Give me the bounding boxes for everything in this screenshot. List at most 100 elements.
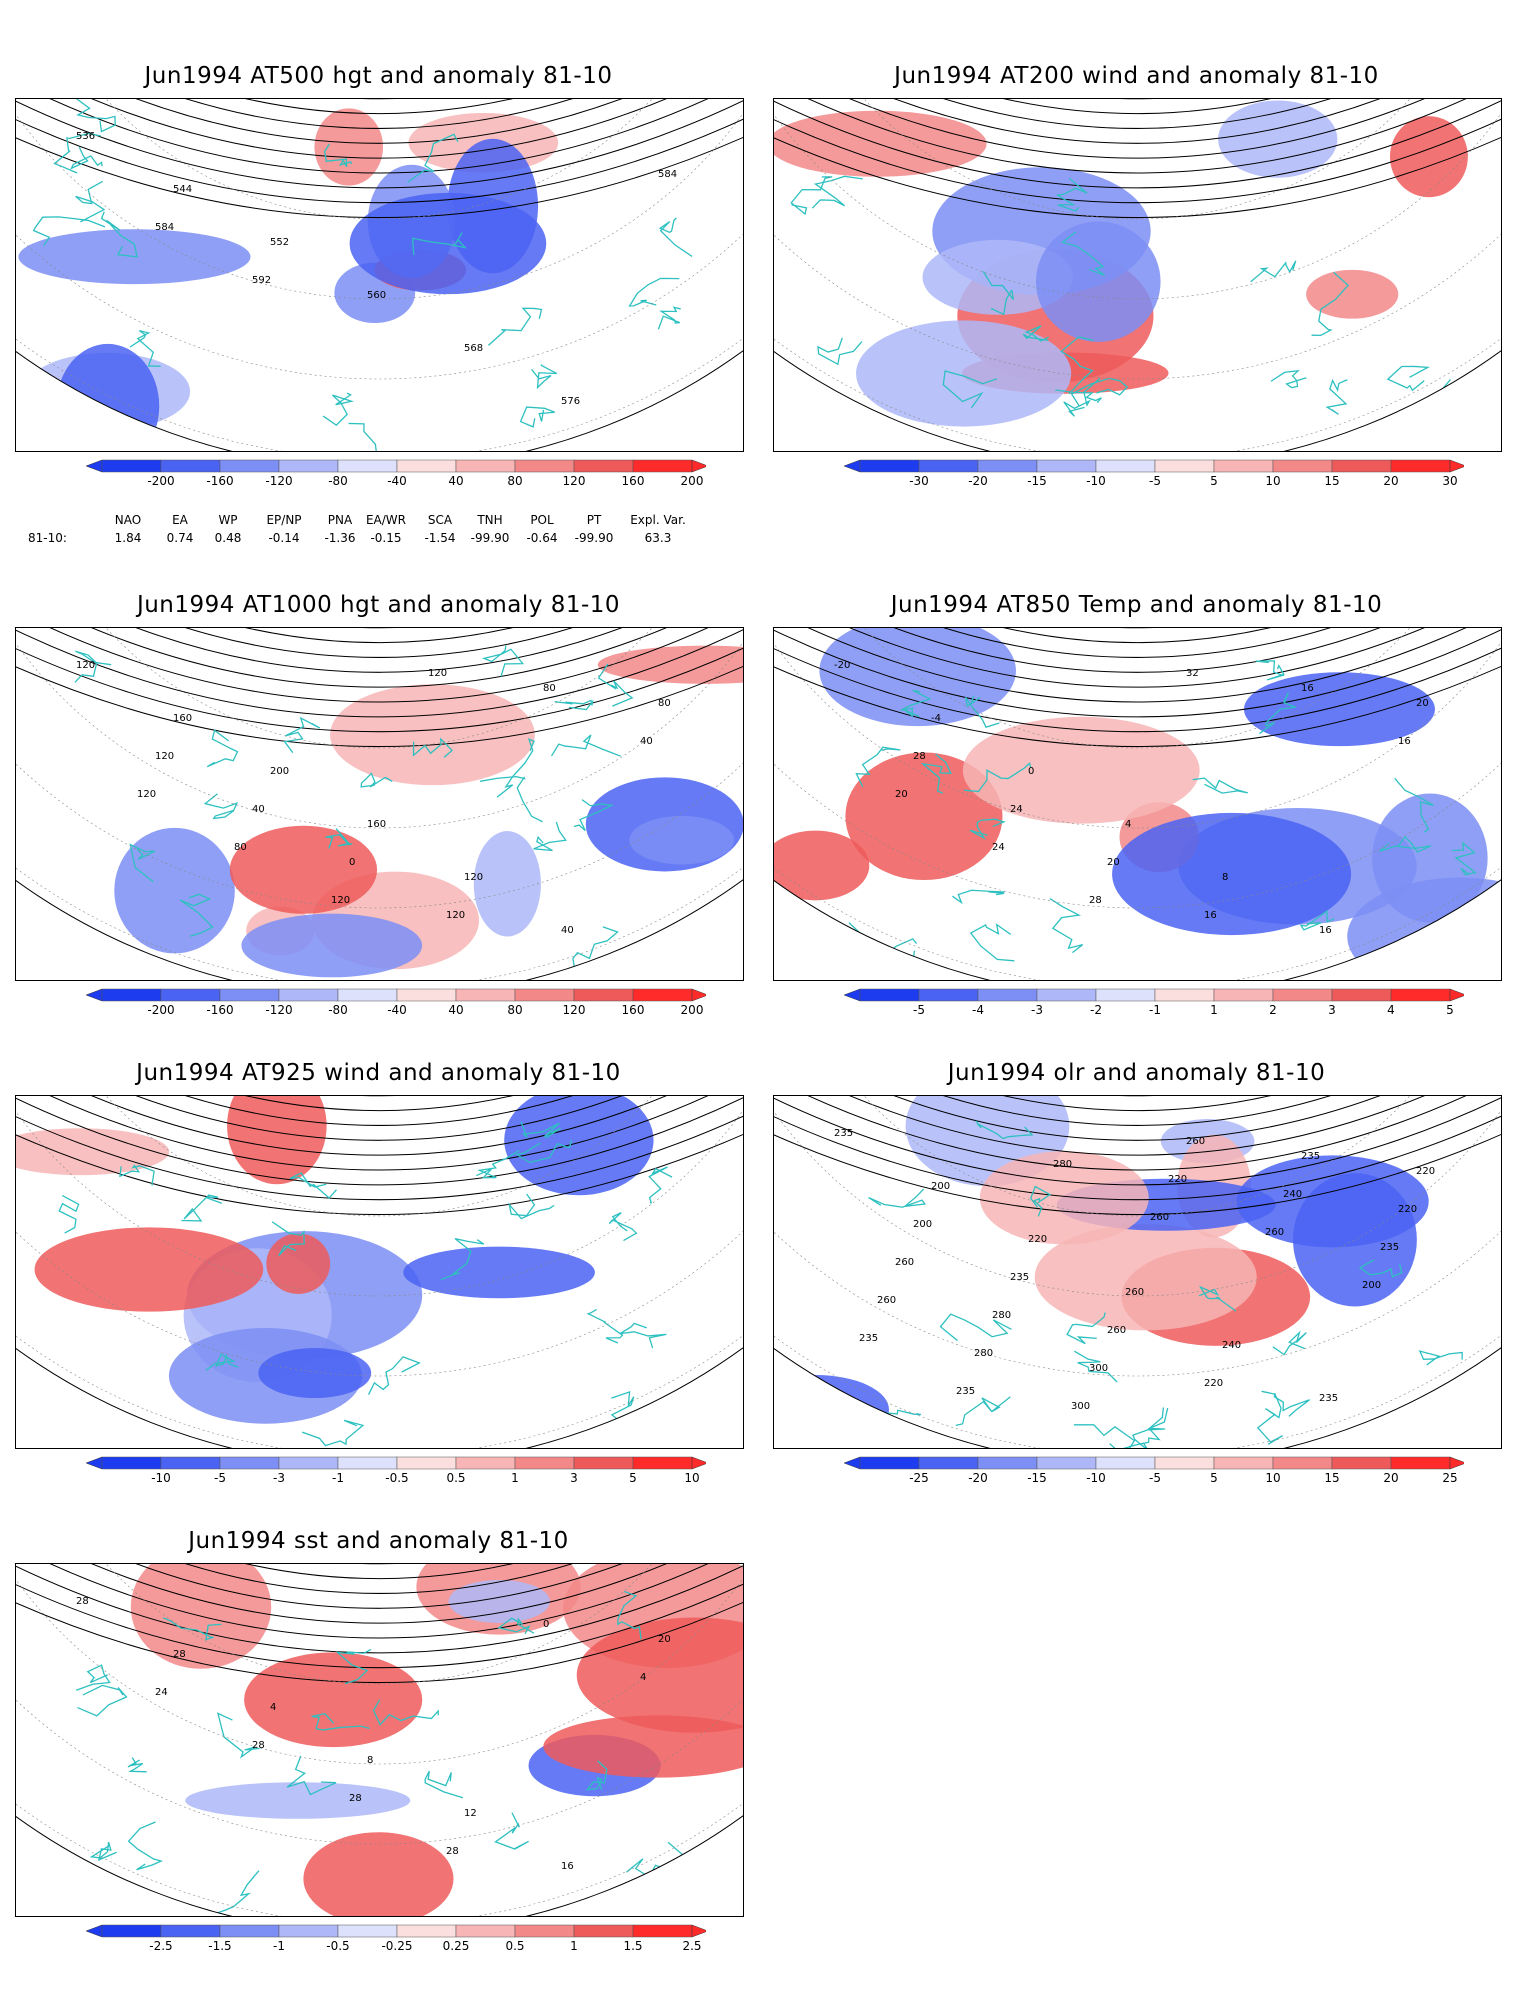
- colorbar: -10 -5 -3 -1 -0.5 0.5 1 3 5 10: [85, 1456, 706, 1485]
- colorbar-tick-label: -1: [332, 1471, 344, 1485]
- anomaly-shading: [241, 913, 423, 978]
- panel-title: Jun1994 AT1000 hgt and anomaly 81-10: [136, 592, 621, 618]
- contour-line: [774, 1096, 1501, 1126]
- colorbar-swatch: [1390, 1456, 1451, 1470]
- colorbar-swatch: [278, 1456, 339, 1470]
- contour-label: 120: [155, 751, 174, 762]
- contour-line: [774, 1096, 1501, 1216]
- anomaly-shading: [1292, 1173, 1417, 1307]
- colorbar-tick-label: -200: [147, 1003, 174, 1017]
- contour-label: 260: [895, 1257, 914, 1268]
- colorbar-swatch: [337, 1924, 398, 1938]
- contour-label: 20: [895, 789, 908, 800]
- colorbar: -200 -160 -120 -80 -40 40 80 120 160 200: [85, 459, 706, 488]
- contour-line: [16, 628, 743, 733]
- anomaly-shading: [819, 628, 1016, 727]
- colorbar: -200 -160 -120 -80 -40 40 80 120 160 200: [85, 988, 706, 1017]
- coastline: [129, 843, 156, 883]
- colorbar-swatch: [455, 1924, 516, 1938]
- coastline: [817, 337, 863, 366]
- contour-label: 120: [428, 668, 447, 679]
- stats-value: -0.15: [370, 531, 401, 545]
- colorbar: -5 -4 -3 -2 -1 1 2 3 4 5: [843, 988, 1464, 1017]
- anomaly-shading: [979, 1151, 1149, 1245]
- stats-header: NAO: [115, 513, 141, 527]
- coastline: [1198, 1285, 1237, 1312]
- anomaly-shading: [1243, 672, 1436, 747]
- contour-label: 300: [1071, 1401, 1090, 1412]
- colorbar-tick-label: 2: [1269, 1003, 1277, 1017]
- coastline: [162, 1617, 222, 1641]
- coastline: [790, 176, 833, 216]
- coastline: [508, 1193, 555, 1220]
- map-500hgt: 536 544 552 560 568 576 584 584 592: [16, 99, 743, 451]
- colorbar-arrow-left: [843, 1456, 861, 1470]
- coastline: [855, 1409, 921, 1428]
- coastline: [1311, 271, 1349, 337]
- coastline: [76, 1664, 111, 1691]
- latitude-circle: [774, 628, 1501, 829]
- colorbar-swatch: [219, 459, 280, 473]
- latitude-circle: [16, 628, 743, 829]
- colorbar-swatch: [1331, 1456, 1392, 1470]
- anomaly-shading: [330, 684, 535, 786]
- contour-label: 120: [76, 660, 95, 671]
- coastline: [1255, 660, 1285, 681]
- latitude-circle: [16, 1096, 743, 1217]
- colorbar-swatch: [1272, 1456, 1333, 1470]
- coastline: [533, 821, 567, 852]
- stats-value: -99.90: [471, 531, 510, 545]
- coastline: [1022, 325, 1049, 342]
- latitude-circle: [774, 99, 1501, 300]
- contour-line: [16, 628, 743, 748]
- contour-label: 260: [877, 1295, 896, 1306]
- coastline: [1386, 365, 1431, 392]
- coastline: [1055, 389, 1102, 404]
- coastline: [585, 1760, 608, 1791]
- map-frame: [773, 98, 1502, 452]
- coastline: [1049, 898, 1084, 954]
- coastline: [407, 133, 459, 183]
- contour-label: 200: [270, 766, 289, 777]
- contour-line: [16, 1564, 743, 1684]
- contour-label: 544: [173, 184, 192, 195]
- contour-label: 235: [1380, 1242, 1399, 1253]
- coastline: [519, 406, 555, 428]
- panel-title: Jun1994 AT500 hgt and anomaly 81-10: [144, 63, 613, 89]
- contour-label: 20: [1416, 698, 1429, 709]
- coastline: [479, 775, 543, 823]
- latitude-circle: [774, 99, 1501, 220]
- colorbar-tick-label: -0.5: [326, 1939, 349, 1953]
- colorbar-tick-label: -200: [147, 474, 174, 488]
- contour-label: 220: [1028, 1234, 1047, 1245]
- contour-label: 235: [1301, 1151, 1320, 1162]
- panel-title: Jun1994 olr and anomaly 81-10: [947, 1060, 1326, 1086]
- colorbar-swatch: [160, 459, 221, 473]
- coastline: [515, 1140, 573, 1164]
- colorbar-tick-label: 40: [448, 1003, 463, 1017]
- coastline: [1073, 1424, 1142, 1448]
- contour-label: 4: [640, 1672, 646, 1683]
- map-olr: 235 200 220 260 240 235 220 200 235 260 220 235 220 2…: [774, 1096, 1501, 1448]
- coastline: [127, 1821, 164, 1871]
- anomaly-shading: [448, 1579, 550, 1623]
- contour-line: [774, 1096, 1501, 1171]
- contour-label: 235: [1319, 1393, 1338, 1404]
- colorbar: -2.5 -1.5 -1 -0.5 -0.25 0.25 0.5 1 1.5 2.5: [85, 1924, 706, 1953]
- contour-label: 280: [992, 1310, 1011, 1321]
- coastline: [53, 132, 101, 174]
- stats-value: -1.36: [324, 531, 355, 545]
- colorbar-swatch: [396, 1924, 457, 1938]
- colorbar-tick-label: 20: [1383, 1471, 1398, 1485]
- colorbar-swatch: [219, 1924, 280, 1938]
- anomaly-shading: [244, 1652, 423, 1748]
- panel-title: Jun1994 AT850 Temp and anomaly 81-10: [890, 592, 1383, 618]
- coastline: [586, 1308, 624, 1344]
- colorbar-swatch: [514, 1924, 575, 1938]
- anomaly-shading: [845, 752, 1003, 881]
- map-frame: [15, 1095, 744, 1449]
- contour-line: [16, 1564, 743, 1654]
- anomaly-shading: [1035, 221, 1161, 342]
- colorbar-swatch: [1154, 459, 1215, 473]
- coastline: [969, 818, 1006, 840]
